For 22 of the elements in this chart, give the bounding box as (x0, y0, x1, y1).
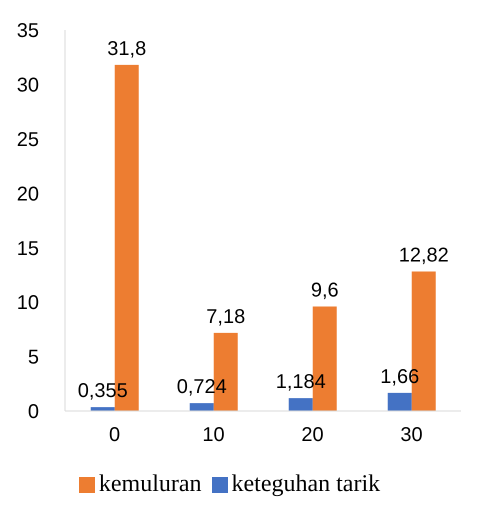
x-tick-label: 0 (108, 424, 120, 446)
y-tick-label: 35 (16, 20, 39, 42)
y-tick-label: 20 (16, 183, 39, 206)
y-tick-label: 0 (28, 401, 39, 424)
x-tick-label: 10 (202, 424, 225, 446)
bar (288, 398, 313, 411)
data-label: 9,6 (310, 279, 339, 302)
y-tick-label: 10 (16, 292, 39, 314)
data-label: 7,18 (206, 306, 246, 328)
y-tick-label: 30 (16, 74, 39, 97)
y-tick-label: 15 (16, 238, 39, 260)
x-tick-label: 30 (400, 424, 423, 446)
legend-label: keteguhan tarik (232, 471, 380, 497)
bar (90, 407, 115, 411)
y-tick-label: 25 (16, 128, 39, 151)
data-label: 31,8 (107, 38, 146, 60)
bar (190, 403, 214, 411)
y-tick-label: 5 (28, 346, 39, 369)
x-tick-label: 20 (301, 424, 324, 446)
legend-label: kemuluran (98, 471, 202, 497)
bar (388, 392, 412, 411)
data-label: 12,82 (398, 244, 449, 266)
